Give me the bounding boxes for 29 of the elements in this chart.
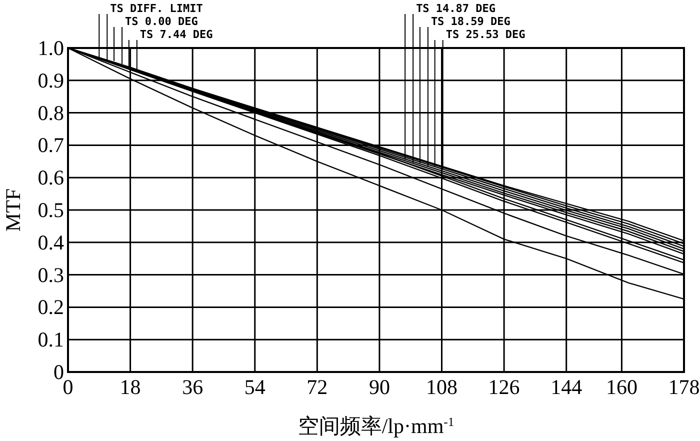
y-tick-label: 0 xyxy=(54,360,64,384)
x-tick-label: 54 xyxy=(244,375,266,399)
x-tick-label: 36 xyxy=(182,375,204,399)
x-tick-label: 90 xyxy=(368,375,390,399)
y-tick-label: 0.1 xyxy=(38,328,64,352)
x-tick-label: 72 xyxy=(306,375,328,399)
y-tick-label: 1.0 xyxy=(38,36,64,60)
x-tick-label: 126 xyxy=(488,375,520,399)
x-tick-label: 144 xyxy=(550,375,583,399)
annotation: TS 18.59 DEG xyxy=(430,15,511,28)
x-tick-label: 108 xyxy=(426,375,458,399)
x-tick-label: 18 xyxy=(120,375,141,399)
y-tick-label: 0.2 xyxy=(38,295,64,320)
x-axis-title: 空间频率/lp·mm$^{-1}$ xyxy=(298,414,454,438)
annotation: TS 7.44 DEG xyxy=(140,28,214,41)
y-tick-label: 0.6 xyxy=(38,166,64,190)
x-tick-label: 178 xyxy=(668,375,700,399)
y-tick-label: 0.9 xyxy=(38,68,64,92)
y-tick-label: 0.5 xyxy=(38,198,64,222)
y-tick-label: 0.7 xyxy=(38,133,64,158)
y-tick-label: 0.8 xyxy=(38,100,64,125)
y-axis-title: MTF xyxy=(1,188,25,232)
annotation: TS 25.53 DEG xyxy=(446,28,526,41)
y-tick-label: 0.4 xyxy=(38,230,64,254)
y-tick-label: 0.3 xyxy=(38,262,64,287)
annotation: TS DIFF. LIMIT xyxy=(110,2,204,15)
x-tick-label: 160 xyxy=(606,375,638,399)
annotation: TS 0.00 DEG xyxy=(125,15,198,28)
annotation: TS 14.87 DEG xyxy=(416,2,496,15)
